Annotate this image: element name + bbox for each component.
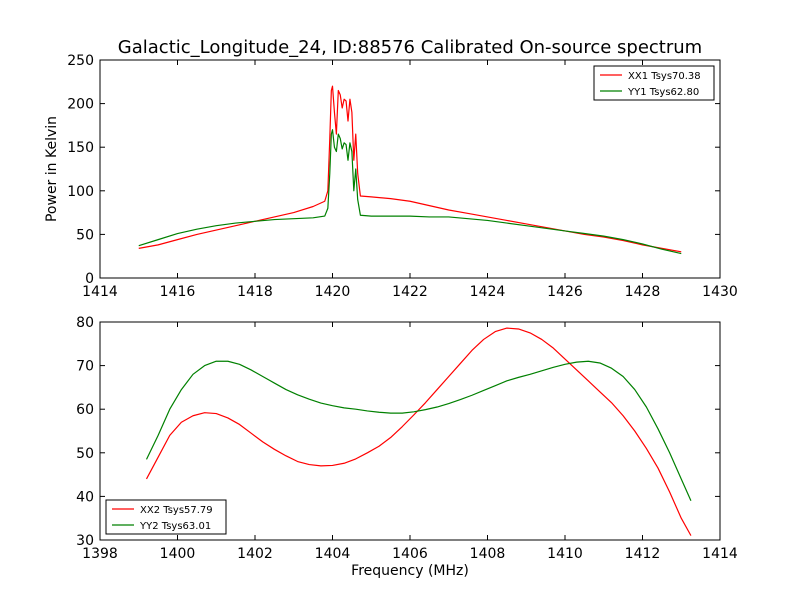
x-tick-label: 1414 xyxy=(702,546,738,562)
legend-entry-label: YY1 Tsys62.80 xyxy=(627,87,699,98)
x-tick-label: 1426 xyxy=(547,284,583,300)
y-tick-label: 0 xyxy=(85,271,94,287)
legend-box xyxy=(593,65,715,101)
y-tick-label: 80 xyxy=(76,315,94,331)
y-tick-label: 70 xyxy=(76,359,94,375)
x-tick-label: 1410 xyxy=(547,546,583,562)
y-tick-label: 250 xyxy=(67,53,94,69)
legend-box xyxy=(105,499,227,535)
series-line-2-1 xyxy=(145,327,692,536)
y-tick-label: 100 xyxy=(67,184,94,200)
x-tick-label: 1422 xyxy=(392,284,428,300)
x-tick-label: 1420 xyxy=(315,284,351,300)
x-tick-label: 1400 xyxy=(160,546,196,562)
y-tick-label: 200 xyxy=(67,97,94,113)
figure-title: Galactic_Longitude_24, ID:88576 Calibrat… xyxy=(118,37,702,58)
y-tick-label: 40 xyxy=(76,489,94,505)
x-tick-label: 1414 xyxy=(82,284,118,300)
legend-entry-label: XX2 Tsys57.79 xyxy=(140,505,213,516)
x-tick-label: 1430 xyxy=(702,284,738,300)
y-tick-label: 60 xyxy=(76,402,94,418)
y-tick-label: 50 xyxy=(76,227,94,243)
x-tick-label: 1398 xyxy=(82,546,118,562)
y-tick-label: 30 xyxy=(76,533,94,549)
plot-2: 1398 1400 1402 1404 1406 1408 1410 1412 1414 30 40… xyxy=(76,315,738,579)
y-tick-label: 50 xyxy=(76,446,94,462)
y-axis-label: Power in Kelvin xyxy=(44,116,60,222)
x-tick-label: 1416 xyxy=(160,284,196,300)
legend-entry-label: YY2 Tsys63.01 xyxy=(139,521,211,532)
legend: XX2 Tsys57.79 YY2 Tsys63.01 xyxy=(105,499,227,535)
x-tick-label: 1424 xyxy=(470,284,506,300)
x-tick-label: 1404 xyxy=(315,546,351,562)
series-line-1-1 xyxy=(138,85,682,253)
legend: XX1 Tsys70.38 YY1 Tsys62.80 xyxy=(593,65,715,101)
x-tick-label: 1418 xyxy=(237,284,273,300)
plots-container: 1414 1416 1418 1420 1422 1424 1426 1428 14300501… xyxy=(44,53,738,579)
x-tick-label: 1406 xyxy=(392,546,428,562)
x-tick-label: 1408 xyxy=(470,546,506,562)
legend-entry-label: XX1 Tsys70.38 xyxy=(628,71,701,82)
x-axis-label: Frequency (MHz) xyxy=(351,563,469,579)
x-tick-label: 1402 xyxy=(237,546,273,562)
plot-1: 1414 1416 1418 1420 1422 1424 1426 1428 1430 0 50 1… xyxy=(44,53,738,300)
x-tick-label: 1412 xyxy=(625,546,661,562)
y-tick-label: 150 xyxy=(67,140,94,156)
series-line-1-2 xyxy=(138,129,682,255)
series-line-2-2 xyxy=(145,360,692,502)
x-tick-label: 1428 xyxy=(625,284,661,300)
